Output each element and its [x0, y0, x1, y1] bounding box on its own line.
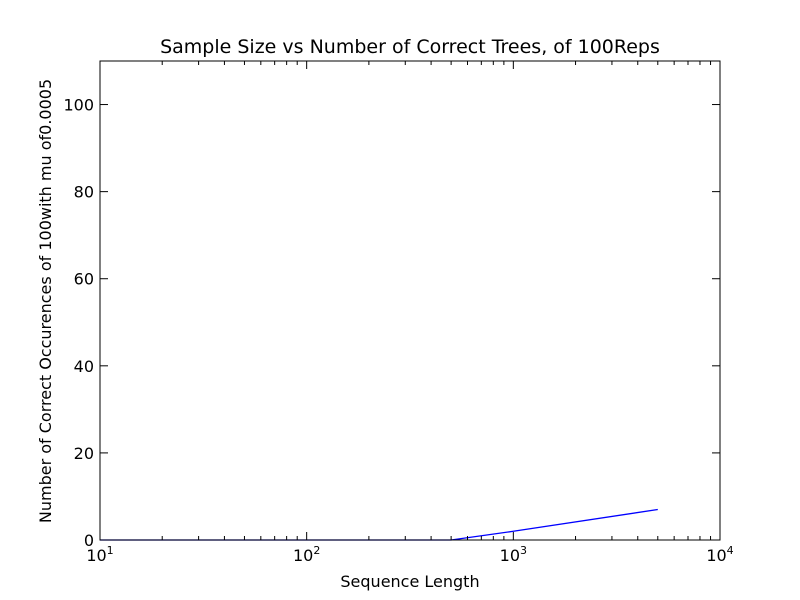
x-tick-label: 104 — [706, 544, 733, 565]
plot-frame — [99, 60, 721, 541]
x-tick-label: 101 — [86, 544, 113, 565]
y-tick-label: 40 — [74, 357, 94, 376]
y-tick-label: 0 — [84, 531, 94, 550]
x-tick-label: 103 — [500, 544, 527, 565]
y-tick-label: 80 — [74, 183, 94, 202]
y-tick-label: 100 — [63, 96, 94, 115]
x-tick-label: 102 — [293, 544, 320, 565]
y-tick-label: 20 — [74, 444, 94, 463]
x-axis-label: Sequence Length — [340, 572, 479, 591]
chart-title: Sample Size vs Number of Correct Trees, … — [160, 36, 660, 58]
plot-area: 101 102 103 104 0 20 40 60 80 100 — [63, 60, 734, 565]
y-tick-label: 60 — [74, 270, 94, 289]
y-axis-label: Number of Correct Occurences of 100with … — [36, 79, 55, 523]
